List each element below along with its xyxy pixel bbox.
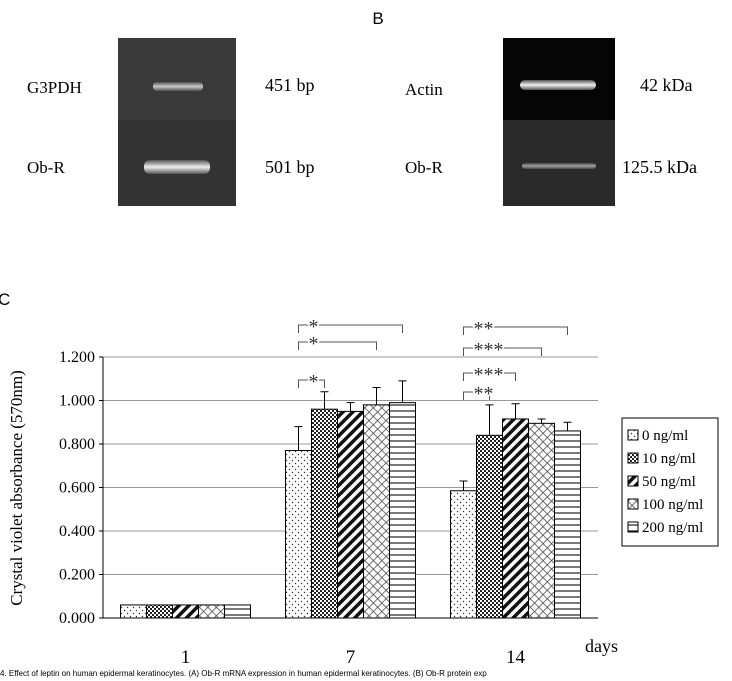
- gel-band: [144, 160, 210, 174]
- error-bar: [294, 426, 303, 451]
- panel-label: C: [0, 290, 10, 309]
- legend-swatch: [627, 521, 639, 533]
- bar: [198, 604, 225, 619]
- error-bar: [320, 391, 329, 410]
- gel-band: [520, 80, 596, 90]
- bar: [554, 430, 581, 619]
- significance-label: *: [309, 371, 319, 393]
- significance-bracket: [298, 341, 377, 350]
- error-bar: [511, 403, 520, 419]
- y-axis-label: Crystal violet absorbance (570nm): [7, 370, 26, 606]
- y-tick-label: 0.800: [59, 436, 95, 453]
- legend-label: 0 ng/ml: [642, 428, 688, 444]
- error-bar: [398, 380, 407, 403]
- x-tick-label: 14: [506, 647, 526, 668]
- legend-swatch: [627, 498, 639, 510]
- error-bar: [346, 402, 355, 412]
- error-bar: [537, 418, 546, 424]
- gel-row-label: Actin: [405, 80, 443, 99]
- bar: [389, 402, 416, 619]
- gel-row-label: G3PDH: [27, 78, 82, 97]
- gel-size-label: 125.5 kDa: [622, 157, 697, 177]
- gel-row-label: Ob-R: [405, 158, 443, 177]
- bar: [172, 604, 199, 619]
- y-tick-label: 0.200: [59, 567, 95, 584]
- error-bar: [485, 404, 494, 436]
- bar: [146, 604, 173, 619]
- gel-size-label: 501 bp: [265, 157, 315, 177]
- y-tick-label: 0.000: [59, 610, 95, 627]
- bar: [337, 410, 364, 619]
- gel-image: [118, 38, 236, 120]
- bar: [120, 604, 147, 619]
- bar: [224, 604, 251, 619]
- significance-bracket: [298, 379, 325, 388]
- panel-label: B: [372, 9, 383, 28]
- error-bar: [563, 421, 572, 431]
- bar: [502, 418, 529, 619]
- legend-label: 50 ng/ml: [642, 474, 696, 490]
- y-tick-label: 0.600: [59, 480, 95, 497]
- significance-bracket: [463, 391, 490, 400]
- significance-bracket: [463, 326, 568, 335]
- gel-image: [503, 38, 615, 120]
- significance-bracket: [463, 372, 516, 381]
- legend-swatch: [627, 475, 639, 487]
- significance-bracket: [463, 347, 542, 356]
- y-tick-label: 0.400: [59, 523, 95, 540]
- x-tick-label: 7: [346, 647, 356, 668]
- significance-label: **: [474, 318, 494, 340]
- bar: [363, 404, 390, 619]
- legend-swatch: [627, 429, 639, 441]
- significance-label: ***: [474, 339, 504, 361]
- significance-bracket: [298, 324, 403, 333]
- gel-size-label: 451 bp: [265, 75, 315, 95]
- significance-label: **: [474, 383, 494, 405]
- caption: 4. Effect of leptin on human epidermal k…: [0, 669, 487, 678]
- gel-band: [153, 82, 203, 91]
- error-bar: [372, 386, 381, 405]
- bar: [311, 408, 338, 619]
- significance-label: *: [309, 316, 319, 338]
- bar: [528, 422, 555, 619]
- y-tick-label: 1.000: [59, 393, 95, 410]
- bar: [476, 434, 503, 619]
- gel-band: [522, 163, 596, 169]
- bar: [450, 490, 477, 619]
- gel-size-label: 42 kDa: [640, 75, 693, 95]
- legend-label: 200 ng/ml: [642, 520, 703, 536]
- error-bar: [459, 480, 468, 491]
- x-tick-label: 1: [181, 647, 191, 668]
- legend-swatch: [627, 452, 639, 464]
- gel-row-label: Ob-R: [27, 158, 65, 177]
- bar: [285, 450, 312, 619]
- significance-label: ***: [474, 364, 504, 386]
- x-axis-label: days: [585, 636, 618, 656]
- significance-label: *: [309, 333, 319, 355]
- y-tick-label: 1.200: [59, 349, 95, 366]
- legend-label: 10 ng/ml: [642, 451, 696, 467]
- legend-label: 100 ng/ml: [642, 497, 703, 513]
